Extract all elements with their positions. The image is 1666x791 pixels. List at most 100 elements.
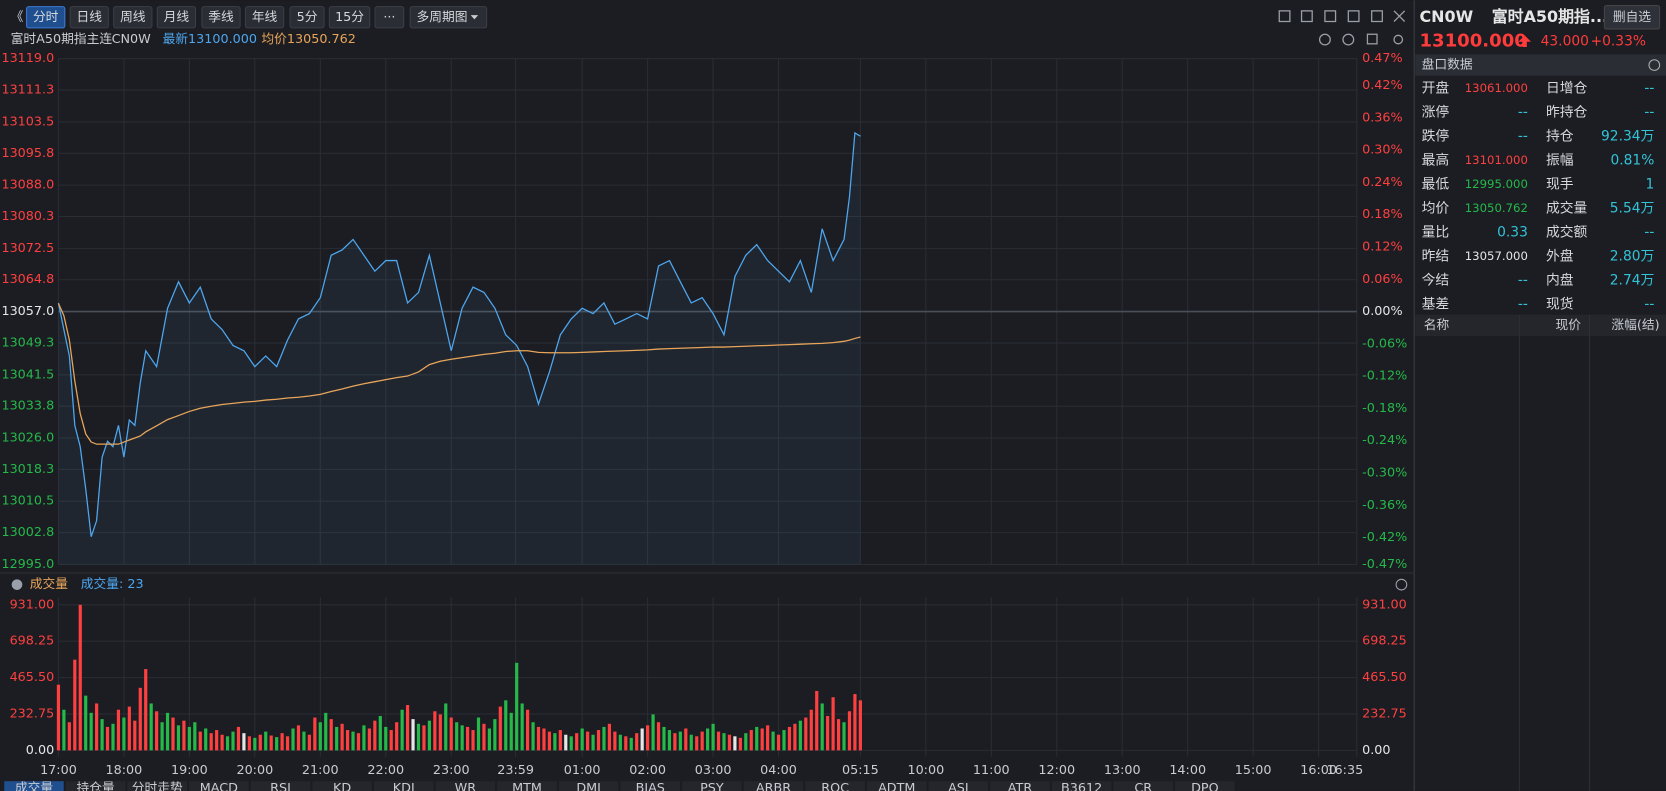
- dropdown-caret[interactable]: [470, 15, 479, 20]
- tab-box[interactable]: [682, 781, 742, 791]
- button-box[interactable]: [409, 6, 488, 29]
- volume-bar: [444, 703, 448, 751]
- tab-box[interactable]: [558, 781, 619, 791]
- tab-label[interactable]: ASI: [948, 781, 969, 791]
- tab-box[interactable]: [743, 781, 804, 791]
- tab-box[interactable]: [1175, 781, 1235, 791]
- button-box[interactable]: [328, 6, 371, 29]
- x-tick-label: 01:00: [564, 763, 601, 778]
- stat-label: 现手: [1546, 176, 1574, 192]
- tab-box[interactable]: [189, 781, 249, 791]
- tab-label[interactable]: 分时走势: [132, 780, 183, 791]
- settings-icon[interactable]: [1648, 59, 1661, 71]
- tab-label[interactable]: WR: [455, 781, 477, 791]
- toolbar-button[interactable]: 5分: [289, 6, 325, 29]
- tab-box[interactable]: [928, 781, 989, 791]
- button-label[interactable]: 分时: [33, 10, 59, 25]
- x-tick-label: 15:00: [1235, 763, 1272, 778]
- tab-label[interactable]: KD: [333, 781, 351, 791]
- button-box[interactable]: [374, 6, 405, 29]
- tab-box[interactable]: [312, 781, 372, 791]
- tab-label[interactable]: ARBR: [756, 781, 791, 791]
- tab-box[interactable]: [250, 781, 311, 791]
- x-tick-label: 23:59: [497, 763, 534, 778]
- volume-bar: [602, 726, 606, 751]
- tab-label[interactable]: BIAS: [636, 781, 665, 791]
- tab-box[interactable]: [4, 781, 64, 791]
- button-box[interactable]: [26, 6, 66, 29]
- toolbar-icons[interactable]: [1278, 10, 1406, 46]
- toolbar-button[interactable]: 分时: [26, 6, 66, 29]
- tab-box[interactable]: [374, 781, 434, 791]
- collapse-icon[interactable]: 《: [11, 10, 24, 25]
- tab-label[interactable]: MTM: [512, 781, 542, 791]
- tab-label[interactable]: 持仓量: [77, 781, 115, 791]
- volume-bar: [646, 725, 650, 751]
- tab-box[interactable]: [1113, 781, 1174, 791]
- tab-label[interactable]: DPO: [1191, 781, 1219, 791]
- stat-label: 涨停: [1422, 103, 1450, 120]
- volume-bar: [635, 733, 639, 751]
- list-grid: [1518, 314, 1591, 791]
- toolbar-button[interactable]: 季线: [201, 6, 241, 29]
- button-box[interactable]: [201, 6, 241, 29]
- tab-label[interactable]: PSY: [700, 781, 724, 791]
- tab-box[interactable]: [805, 781, 865, 791]
- tab-label[interactable]: 成交量: [15, 780, 53, 791]
- toolbar-button[interactable]: 多周期图: [409, 6, 488, 29]
- toolbar-button[interactable]: 月线: [156, 6, 197, 29]
- tab-label[interactable]: MACD: [200, 781, 238, 791]
- tab-box[interactable]: [497, 781, 557, 791]
- volume-bar: [236, 726, 241, 751]
- toolbar-button[interactable]: 年线: [244, 6, 285, 29]
- close-icon[interactable]: [1395, 578, 1408, 591]
- tab-box[interactable]: [867, 781, 927, 791]
- toolbar-button[interactable]: 日线: [69, 6, 109, 29]
- button-label[interactable]: 多周期图: [417, 10, 468, 25]
- volume-bar: [526, 709, 530, 751]
- tab-box[interactable]: [1051, 781, 1112, 791]
- remove-watch-label[interactable]: 删自选: [1613, 10, 1651, 25]
- button-box[interactable]: [244, 6, 285, 29]
- button-box[interactable]: [156, 6, 197, 29]
- price-area: [58, 132, 861, 565]
- tab-label[interactable]: CR: [1134, 781, 1152, 791]
- volume-bar: [367, 728, 371, 751]
- toolbar-button[interactable]: ···: [374, 6, 405, 29]
- button-label[interactable]: 周线: [120, 10, 146, 25]
- tab-label[interactable]: DMI: [576, 781, 601, 791]
- tab-label[interactable]: B3612: [1061, 781, 1102, 791]
- tab-label[interactable]: RSI: [270, 781, 291, 791]
- button-label[interactable]: 15分: [335, 10, 364, 25]
- button-label[interactable]: 月线: [164, 10, 190, 25]
- button-box[interactable]: [289, 6, 325, 29]
- stat-value: --: [1518, 273, 1528, 289]
- tab-label[interactable]: ADTM: [878, 781, 915, 791]
- tab-box[interactable]: [620, 781, 681, 791]
- tab-label[interactable]: ATR: [1008, 781, 1033, 791]
- tab-box[interactable]: [435, 781, 496, 791]
- button-box[interactable]: [113, 6, 153, 29]
- button-label[interactable]: 年线: [252, 10, 278, 25]
- collapse-icon[interactable]: [11, 579, 23, 590]
- x-tick-label: 17:00: [40, 763, 77, 778]
- price-line: [57, 131, 861, 537]
- tab-label[interactable]: KDJ: [393, 781, 415, 791]
- y-tick-label: 13088.0: [1, 178, 54, 193]
- tab-box[interactable]: [990, 781, 1050, 791]
- average-line: [57, 303, 861, 445]
- remove-watch-button[interactable]: [1603, 5, 1661, 30]
- tab-box[interactable]: [127, 781, 188, 791]
- button-label[interactable]: ···: [383, 10, 395, 25]
- toolbar-button[interactable]: 周线: [113, 6, 153, 29]
- button-box[interactable]: [69, 6, 109, 29]
- button-label[interactable]: 季线: [208, 10, 234, 25]
- y2-tick-label: 0.00: [1362, 743, 1390, 758]
- volume-bar: [695, 736, 699, 751]
- tab-box[interactable]: [65, 781, 126, 791]
- tab-label[interactable]: ROC: [821, 781, 849, 791]
- toolbar-button[interactable]: 15分: [328, 6, 371, 29]
- button-label[interactable]: 5分: [297, 10, 318, 25]
- button-label[interactable]: 日线: [77, 10, 103, 25]
